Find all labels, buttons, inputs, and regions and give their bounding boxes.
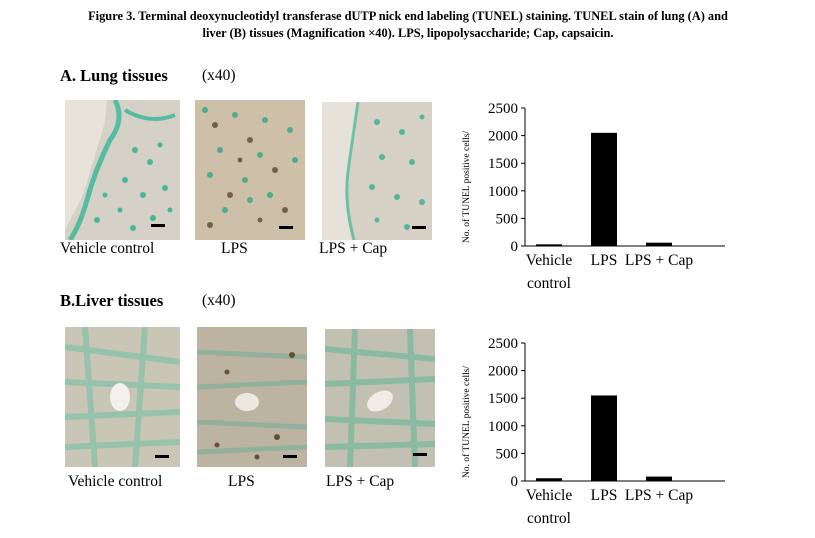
liver-chart-ytick-label-1000: 1000 — [488, 419, 518, 435]
lung-chart-ytick-label-1000: 1000 — [488, 184, 518, 200]
lung-vehicle-control-micrograph — [65, 100, 180, 240]
lung-vehicle-svg — [65, 100, 180, 240]
liver-vehicle-label: Vehicle control — [68, 473, 163, 490]
liver-chart-ylabel: No. of TUNEL positive cells/ — [461, 366, 472, 478]
panel-b-title: B.Liver tissues — [60, 291, 164, 310]
lung-chart-ytick-label-500: 500 — [496, 211, 519, 227]
liver-chart-ytick-label-2000: 2000 — [488, 364, 518, 380]
lung-chart-ytick-label-0: 0 — [511, 239, 519, 255]
liver-lps-svg — [197, 327, 307, 467]
lung-chart-ytick-label-2500: 2500 — [488, 101, 518, 117]
lung-vehicle-label: Vehicle control — [60, 240, 155, 257]
liver-chart-category-label-0: Vehicle control — [526, 487, 573, 527]
panel-a-magnification: (x40) — [202, 67, 236, 84]
liver-chart-ytick-label-2500: 2500 — [488, 336, 518, 352]
figure-caption: Figure 3. Terminal deoxynucleotidyl tran… — [8, 8, 808, 42]
lung-chart-ylabel: No. of TUNEL positive cells/ — [461, 131, 472, 243]
liver-chart-bar-0 — [536, 478, 562, 481]
liver-chart-ytick-label-0: 0 — [511, 474, 519, 490]
liver-lps-cap-label: LPS + Cap — [326, 473, 395, 490]
lung-lps-cap-label: LPS + Cap — [319, 240, 388, 257]
lung-tunel-chart-svg: No. of TUNEL positive cells/0 500 1000 1500… — [461, 101, 725, 292]
lung-chart-category-label-1: LPS — [591, 252, 618, 269]
liver-lps-cap-micrograph — [325, 329, 435, 467]
lung-lps-cap-micrograph — [322, 102, 432, 240]
panel-a-title: A. Lung tissues — [60, 66, 168, 85]
lung-lps-cap-svg — [322, 102, 432, 240]
liver-lps-label: LPS — [228, 473, 255, 490]
liver-tunel-chart-svg: No. of TUNEL positive cells/0 500 1000 1500… — [461, 336, 725, 527]
lung-tunel-chart: No. of TUNEL positive cells/0 500 1000 1500… — [455, 100, 735, 292]
liver-chart-category-label-1: LPS — [591, 487, 618, 504]
panel-b-magnification: (x40) — [202, 292, 236, 309]
lung-lps-svg — [195, 100, 305, 240]
lung-lps-label: LPS — [221, 240, 248, 257]
liver-lps-cap-svg — [325, 329, 435, 467]
lung-lps-micrograph — [195, 100, 305, 240]
caption-line-2: liver (B) tissues (Magnification ×40). L… — [202, 26, 614, 40]
liver-lps-micrograph — [197, 327, 307, 467]
lung-chart-bar-1 — [591, 132, 617, 246]
liver-chart-ytick-label-500: 500 — [496, 446, 519, 462]
lung-chart-bar-0 — [536, 244, 562, 246]
liver-chart-bar-1 — [591, 395, 617, 481]
liver-chart-category-label-2: LPS + Cap — [625, 487, 693, 504]
lung-chart-category-label-2: LPS + Cap — [625, 252, 693, 269]
caption-line-1: Figure 3. Terminal deoxynucleotidyl tran… — [88, 9, 728, 23]
liver-vehicle-svg — [65, 327, 180, 467]
lung-chart-bar-2 — [646, 242, 672, 246]
lung-chart-category-label-0: Vehicle control — [526, 252, 573, 292]
liver-vehicle-control-micrograph — [65, 327, 180, 467]
liver-chart-bar-2 — [646, 476, 672, 481]
lung-chart-ytick-label-2000: 2000 — [488, 129, 518, 145]
lung-chart-ytick-label-1500: 1500 — [488, 156, 518, 172]
liver-tunel-chart: No. of TUNEL positive cells/0 500 1000 1500… — [455, 335, 735, 527]
liver-chart-ytick-label-1500: 1500 — [488, 391, 518, 407]
